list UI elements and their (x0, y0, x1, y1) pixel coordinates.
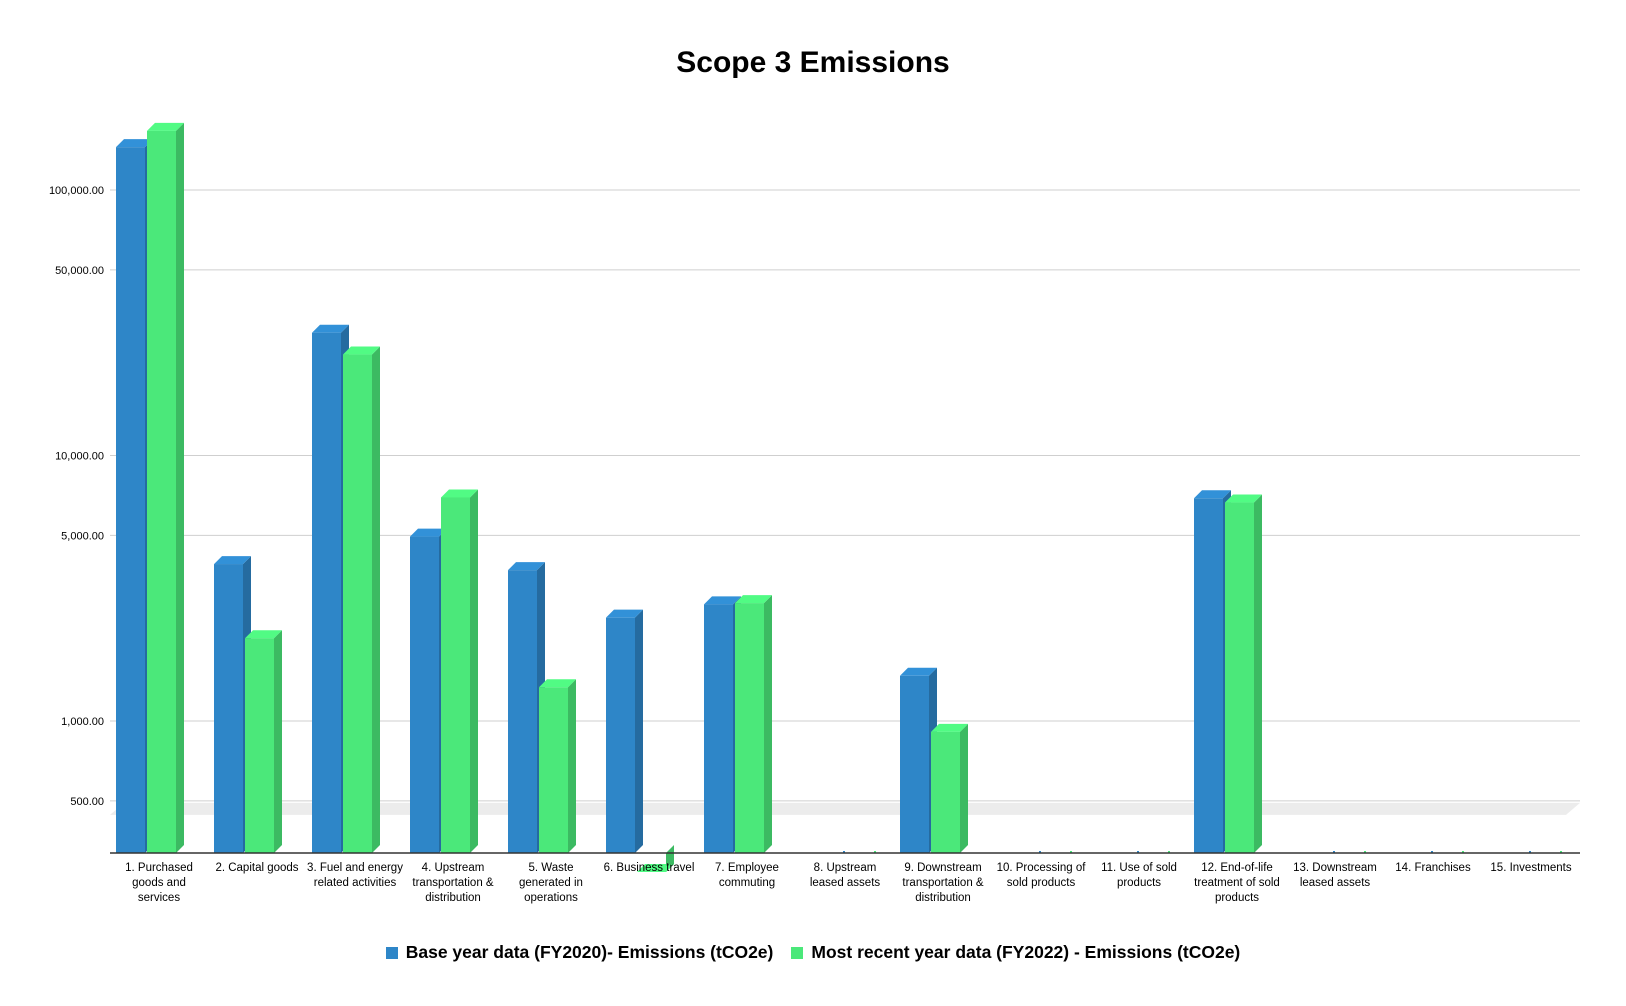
bar-top (312, 324, 349, 333)
bar (441, 489, 478, 853)
x-tick-label: 4. Upstream transportation & distributio… (412, 862, 494, 904)
bar-top (214, 556, 251, 565)
bar-front (312, 332, 341, 853)
bar-front (410, 536, 439, 853)
x-tick-label: 7. Employee commuting (715, 862, 779, 889)
bar-top (637, 863, 674, 872)
bar-top (1225, 494, 1262, 503)
x-tick-label: 1. Purchased goods and services (125, 862, 193, 904)
bar-side (764, 595, 772, 853)
y-tick-label: 5,000.00 (61, 530, 104, 542)
x-tick-label: 8. Upstream leased assets (809, 862, 881, 889)
x-tick-label: 10. Processing of sold products (996, 862, 1086, 889)
bar-front (704, 604, 733, 853)
bar-top (606, 609, 643, 618)
y-tick-label: 10,000.00 (55, 451, 104, 463)
bar-front (245, 638, 274, 853)
legend-swatch-base-year (385, 946, 398, 959)
bar-zero-marker (843, 851, 845, 853)
x-tick-label: 11. Use of sold products (1101, 862, 1177, 889)
x-tick-label: 15. Investments (1490, 862, 1572, 874)
legend-item-base-year: Base year data (FY2020)- Emissions (tCO2… (385, 942, 774, 963)
legend-label-base-year: Base year data (FY2020)- Emissions (tCO2… (405, 942, 774, 962)
bar-side (470, 489, 478, 853)
bar (735, 595, 772, 853)
bar-top (539, 679, 576, 688)
bar-zero-marker (1431, 851, 1433, 853)
bar (637, 845, 674, 872)
x-tick-label: 3. Fuel and energy related activities (307, 862, 403, 889)
bar-front (931, 731, 960, 853)
bar-top (147, 122, 184, 131)
bar (343, 346, 380, 853)
bar-side (176, 122, 184, 853)
bars (116, 122, 1562, 872)
bar (147, 122, 184, 853)
x-tick-label: 13. Downstream leased assets (1293, 862, 1377, 889)
bar-top (1194, 490, 1231, 499)
bar-front (116, 147, 145, 853)
bar-side (372, 346, 380, 853)
bar-zero-marker (1529, 851, 1531, 853)
bar-front (508, 570, 537, 853)
bar-zero-marker (1333, 851, 1335, 853)
bar-front (1225, 502, 1254, 853)
y-axis-ticks: 500.00 1,000.00 5,000.00 10,000.00 50,000.00… (49, 185, 104, 808)
bar-zero-marker (1560, 851, 1562, 853)
bar-top (441, 489, 478, 498)
bar-side (635, 609, 643, 853)
bar-front (343, 354, 372, 853)
bar-front (606, 617, 635, 853)
legend-item-recent-year: Most recent year data (FY2022) - Emissio… (791, 942, 1240, 963)
bar-side (960, 723, 968, 853)
bar-top (735, 595, 772, 604)
bar-side (568, 679, 576, 853)
bar-front (900, 675, 929, 853)
bar-zero-marker (1462, 851, 1464, 853)
bar-top (508, 562, 545, 571)
y-tick-label: 1,000.00 (61, 716, 104, 728)
x-tick-label: 2. Capital goods (215, 862, 299, 874)
bar-zero-marker (874, 851, 876, 853)
bar-front (147, 130, 176, 853)
legend-swatch-recent-year (791, 946, 804, 959)
bar-zero-marker (1039, 851, 1041, 853)
bar (606, 609, 643, 853)
bar-front (214, 564, 243, 853)
bar-top (900, 667, 937, 676)
x-tick-label: 14. Franchises (1395, 862, 1471, 874)
bar (1225, 494, 1262, 853)
y-tick-label: 500.00 (70, 796, 104, 808)
bar (539, 679, 576, 853)
x-tick-label: 12. End-of-life treatment of sold produc… (1194, 862, 1280, 904)
x-tick-label: 5. Waste generated in operations (519, 862, 583, 904)
chart-title: Scope 3 Emissions (676, 46, 950, 79)
bar (931, 723, 968, 853)
bar-top (245, 630, 282, 639)
bar-side (274, 630, 282, 853)
bar-front (1194, 498, 1223, 853)
bar-top (704, 596, 741, 605)
bar-top (931, 723, 968, 732)
bar-zero-marker (1070, 851, 1072, 853)
bar-side (1254, 494, 1262, 853)
bar-zero-marker (1364, 851, 1366, 853)
y-tick-label: 100,000.00 (49, 185, 104, 197)
bar-front (735, 603, 764, 853)
bar-front (441, 497, 470, 853)
x-tick-label: 9. Downstream transportation & distribut… (902, 862, 984, 904)
bar-top (343, 346, 380, 355)
legend-label-recent-year: Most recent year data (FY2022) - Emissio… (811, 942, 1241, 962)
bar-top (116, 139, 153, 148)
bar-zero-marker (1168, 851, 1170, 853)
bar-front (539, 687, 568, 853)
bar-top (410, 528, 447, 537)
bar (245, 630, 282, 853)
legend: Base year data (FY2020)- Emissions (tCO2… (0, 942, 1626, 963)
y-tick-label: 50,000.00 (55, 265, 104, 277)
bar-zero-marker (1137, 851, 1139, 853)
x-tick-label: 6. Business travel (603, 862, 695, 874)
